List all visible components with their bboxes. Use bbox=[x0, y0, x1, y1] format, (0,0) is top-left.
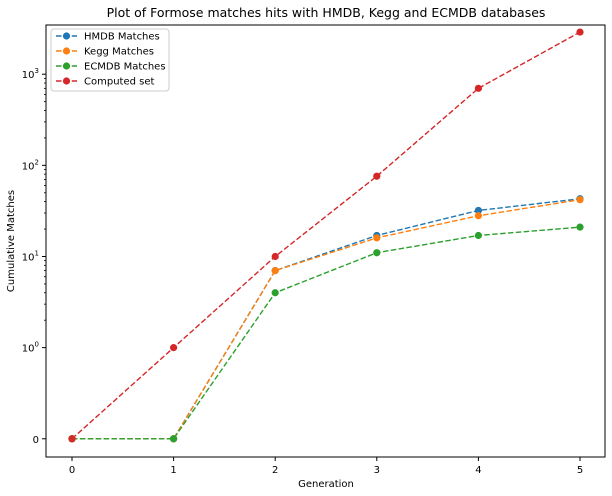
data-point bbox=[576, 223, 584, 231]
legend: HMDB Matches Kegg Matches ECMDB Matches Com… bbox=[50, 28, 170, 92]
legend-marker bbox=[62, 32, 71, 40]
legend-marker bbox=[62, 62, 71, 70]
legend-box bbox=[50, 28, 170, 92]
data-point bbox=[474, 84, 482, 92]
y-tick-label: 101 bbox=[22, 249, 39, 263]
x-tick-label: 3 bbox=[374, 465, 380, 476]
data-point bbox=[373, 249, 381, 257]
y-tick-label: 102 bbox=[22, 158, 39, 172]
series bbox=[68, 28, 584, 443]
x-tick-label: 4 bbox=[475, 465, 481, 476]
legend-label: HMDB Matches bbox=[84, 32, 160, 43]
x-tick-label: 2 bbox=[272, 465, 278, 476]
y-axis-label: Cumulative Matches bbox=[6, 190, 17, 292]
series-line bbox=[71, 31, 581, 440]
data-point bbox=[576, 28, 584, 36]
x-axis-label: Generation bbox=[298, 479, 354, 490]
data-point bbox=[373, 172, 381, 180]
legend-label: Computed set bbox=[84, 77, 154, 88]
y-tick-label: 0 bbox=[33, 435, 39, 446]
y-tick-label: 100 bbox=[22, 341, 39, 355]
data-point bbox=[271, 289, 279, 297]
data-point bbox=[170, 344, 178, 352]
legend-marker bbox=[62, 77, 71, 85]
x-tick-label: 1 bbox=[170, 465, 176, 476]
series bbox=[68, 195, 584, 443]
y-axis: 0 100 101 102 103 bbox=[22, 67, 46, 446]
data-point bbox=[474, 206, 482, 215]
data-point bbox=[271, 252, 279, 261]
data-point bbox=[271, 267, 279, 275]
y-tick-label: 103 bbox=[22, 67, 39, 81]
x-axis: 0 1 2 3 4 5 bbox=[69, 457, 583, 476]
data-point bbox=[576, 196, 584, 204]
data-point bbox=[170, 435, 178, 443]
plot-area bbox=[45, 24, 606, 458]
legend-label: ECMDB Matches bbox=[84, 62, 166, 73]
series bbox=[68, 196, 584, 443]
chart-title: Plot of Formose matches hits with HMDB, … bbox=[107, 5, 546, 20]
series-layer bbox=[68, 28, 584, 443]
x-tick-label: 0 bbox=[69, 465, 75, 476]
data-point bbox=[474, 212, 482, 220]
x-tick-label: 5 bbox=[577, 465, 583, 476]
data-point bbox=[68, 435, 76, 443]
series-line bbox=[72, 198, 581, 440]
plot-frame bbox=[45, 24, 606, 458]
series-line bbox=[72, 198, 581, 440]
series-line bbox=[72, 226, 581, 440]
data-point bbox=[373, 234, 381, 242]
legend-marker bbox=[62, 47, 71, 55]
legend-label: Kegg Matches bbox=[84, 47, 154, 58]
data-point bbox=[474, 231, 482, 240]
series bbox=[68, 223, 584, 443]
